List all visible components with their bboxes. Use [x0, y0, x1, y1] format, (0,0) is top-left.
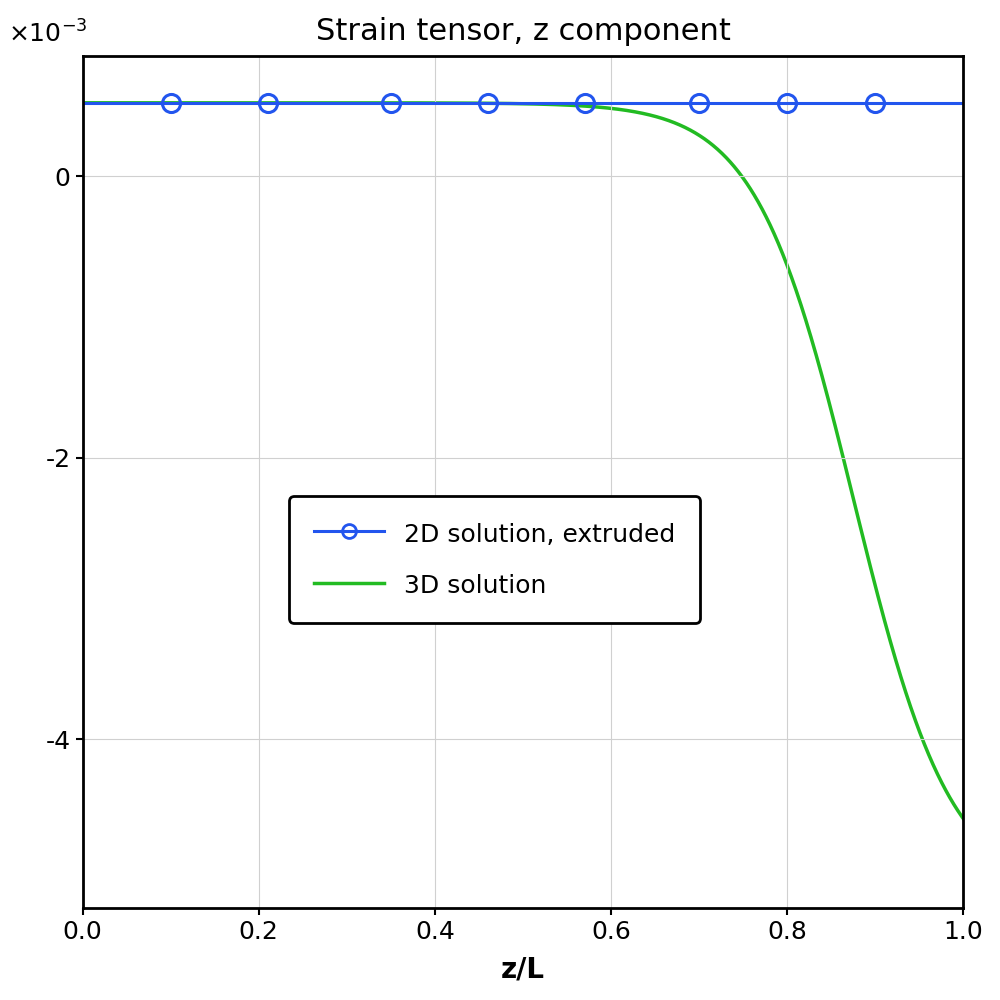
X-axis label: z/L: z/L [501, 955, 545, 983]
Text: $\times10^{-3}$: $\times10^{-3}$ [8, 21, 87, 48]
Legend: 2D solution, extruded, 3D solution: 2D solution, extruded, 3D solution [289, 496, 700, 623]
Title: Strain tensor, z component: Strain tensor, z component [316, 17, 730, 46]
